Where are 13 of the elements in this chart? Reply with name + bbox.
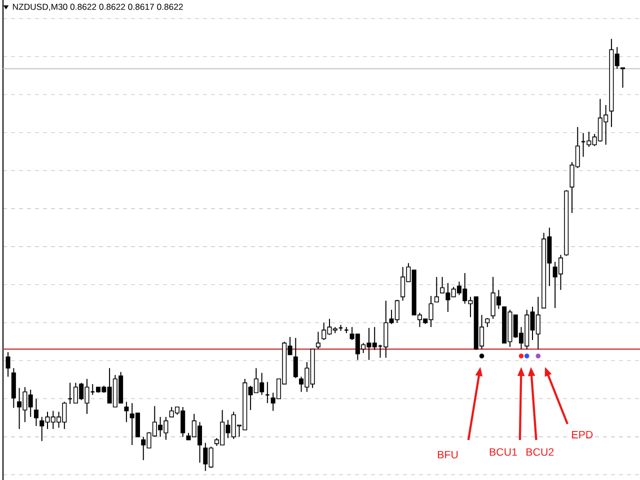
candlestick xyxy=(34,398,38,426)
candlestick xyxy=(124,401,129,423)
chart-title: NZDUSD,M30 0.8622 0.8622 0.8617 0.8622 xyxy=(12,4,183,11)
annotation: EPD xyxy=(572,431,593,438)
candlestick xyxy=(620,67,626,88)
candlestick xyxy=(485,317,490,328)
candlestick xyxy=(6,352,10,378)
annotation: BCU2 xyxy=(526,448,554,456)
candlestick xyxy=(316,331,320,350)
annotation: BFU xyxy=(438,450,458,458)
candlestick xyxy=(293,337,298,379)
annotation: BCU1 xyxy=(490,448,517,456)
candlestick xyxy=(434,276,439,302)
